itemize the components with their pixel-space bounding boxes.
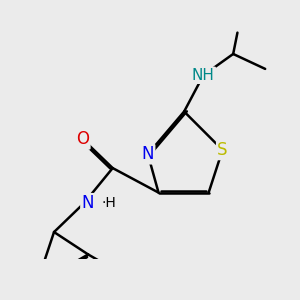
Text: ·H: ·H	[101, 196, 116, 210]
Text: NH: NH	[192, 68, 215, 83]
Text: O: O	[76, 130, 89, 148]
Text: N: N	[142, 145, 154, 163]
Text: S: S	[217, 141, 228, 159]
Text: N: N	[82, 194, 94, 212]
